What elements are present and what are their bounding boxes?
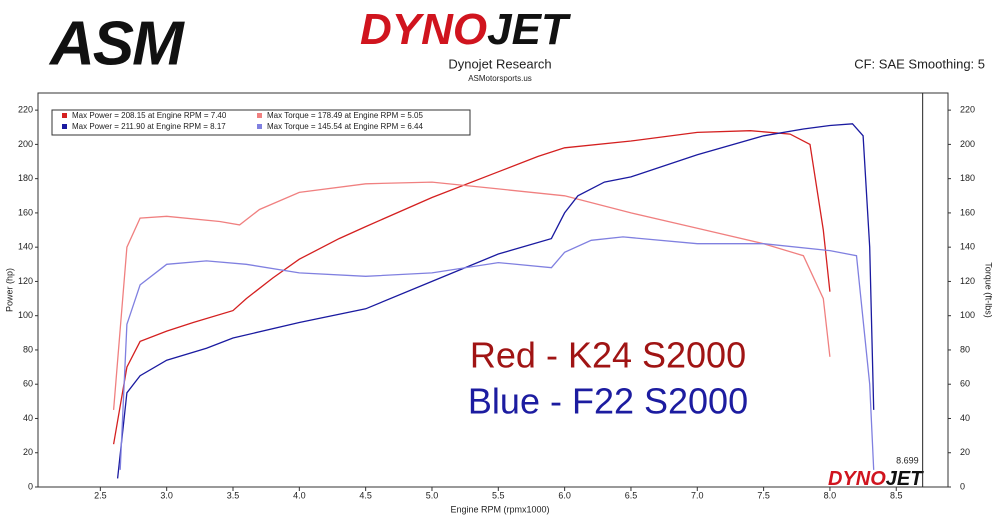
legend-swatch xyxy=(257,124,262,129)
x-tick-label: 4.5 xyxy=(359,490,372,500)
y2-axis-label: Torque (ft-lbs) xyxy=(984,262,994,318)
y-tick-label: 220 xyxy=(18,105,33,115)
x-tick-label: 8.0 xyxy=(824,490,837,500)
brand-part: JET xyxy=(886,468,924,490)
y2-tick-label: 180 xyxy=(960,173,975,183)
legend-label: Max Power = 208.15 at Engine RPM = 7.40 xyxy=(72,111,227,120)
note: CF: SAE Smoothing: 5 xyxy=(854,56,985,71)
legend-swatch xyxy=(62,113,67,118)
y-tick-label: 160 xyxy=(18,207,33,217)
legend-swatch xyxy=(62,124,67,129)
y-axis-label: Power (hp) xyxy=(4,268,14,312)
x-tick-label: 7.0 xyxy=(691,490,704,500)
y2-tick-label: 60 xyxy=(960,379,970,389)
y2-tick-label: 160 xyxy=(960,207,975,217)
x-tick-label: 6.5 xyxy=(625,490,638,500)
brand-part: DYNO xyxy=(828,468,886,490)
x-tick-label: 2.5 xyxy=(94,490,107,500)
x-tick-label: 3.5 xyxy=(227,490,240,500)
y2-tick-label: 80 xyxy=(960,344,970,354)
series-line xyxy=(112,130,831,445)
x-tick-label: 3.0 xyxy=(160,490,173,500)
cursor-label: 8.699 xyxy=(896,455,919,465)
y2-tick-label: 140 xyxy=(960,242,975,252)
y2-tick-label: 0 xyxy=(960,481,965,491)
y2-tick-label: 100 xyxy=(960,310,975,320)
chart-subtitle: ASMotorsports.us xyxy=(468,74,532,83)
y-tick-label: 180 xyxy=(18,173,33,183)
y-tick-label: 40 xyxy=(23,413,33,423)
y2-tick-label: 40 xyxy=(960,413,970,423)
y-tick-label: 140 xyxy=(18,242,33,252)
legend-swatch xyxy=(257,113,262,118)
x-tick-label: 8.5 xyxy=(890,490,903,500)
y-tick-label: 200 xyxy=(18,139,33,149)
y2-tick-label: 220 xyxy=(960,105,975,115)
series-line xyxy=(119,236,875,470)
x-tick-label: 5.0 xyxy=(426,490,439,500)
brand-part: DYNO xyxy=(360,5,487,54)
y-tick-label: 80 xyxy=(23,344,33,354)
y2-tick-label: 20 xyxy=(960,447,970,457)
brand-part: JET xyxy=(487,5,571,54)
y-tick-label: 0 xyxy=(28,481,33,491)
y-tick-label: 120 xyxy=(18,276,33,286)
y-tick-label: 20 xyxy=(23,447,33,457)
series-line xyxy=(116,123,875,479)
annotation: Red - K24 S2000 xyxy=(470,335,746,376)
small-brand-logo: DYNOJET xyxy=(828,468,924,490)
plot-area xyxy=(37,92,949,488)
y-tick-label: 100 xyxy=(18,310,33,320)
brand-logo: DYNOJET xyxy=(360,5,571,54)
chart-title: Dynojet Research xyxy=(448,56,551,71)
x-axis-label: Engine RPM (rpmx1000) xyxy=(450,504,549,514)
x-tick-label: 4.0 xyxy=(293,490,306,500)
x-tick-label: 6.0 xyxy=(558,490,571,500)
series-line xyxy=(112,181,831,410)
y2-tick-label: 200 xyxy=(960,139,975,149)
legend-label: Max Power = 211.90 at Engine RPM = 8.17 xyxy=(72,122,226,131)
legend-label: Max Torque = 145.54 at Engine RPM = 6.44 xyxy=(267,122,424,131)
y-tick-label: 60 xyxy=(23,379,33,389)
legend-label: Max Torque = 178.49 at Engine RPM = 5.05 xyxy=(267,111,424,120)
x-tick-label: 7.5 xyxy=(757,490,770,500)
logo: ASM xyxy=(48,9,185,78)
y2-tick-label: 120 xyxy=(960,276,975,286)
x-tick-label: 5.5 xyxy=(492,490,505,500)
annotation: Blue - F22 S2000 xyxy=(468,381,748,422)
